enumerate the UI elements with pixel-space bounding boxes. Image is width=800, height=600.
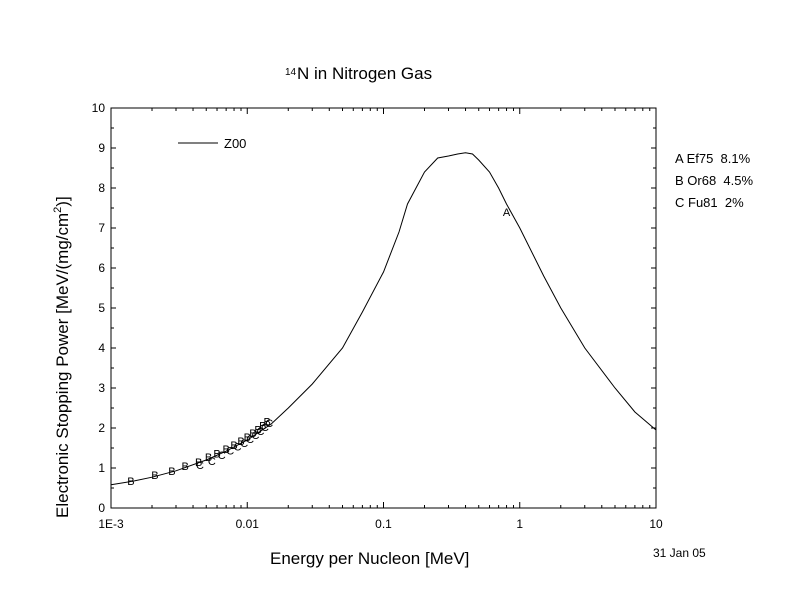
data-point-b: B <box>222 444 229 456</box>
date-stamp: 31 Jan 05 <box>653 546 706 560</box>
data-point-b: B <box>249 428 256 440</box>
y-tick-label: 10 <box>92 101 106 115</box>
data-point-b: B <box>244 432 251 444</box>
data-point-b: B <box>168 466 175 478</box>
data-point-c: C <box>196 460 204 472</box>
data-point-b: B <box>181 461 188 473</box>
x-axis-label: Energy per Nucleon [MeV] <box>270 549 469 568</box>
series-line-z00 <box>110 152 657 486</box>
y-tick-label: 6 <box>98 261 105 275</box>
legend-entry-a: A Ef75 8.1% <box>675 151 751 166</box>
y-tick-label: 7 <box>98 221 105 235</box>
x-tick-label: 10 <box>649 517 663 531</box>
data-point-b: B <box>237 436 244 448</box>
chart-title: N in Nitrogen Gas <box>297 64 432 83</box>
y-tick-label: 9 <box>98 141 105 155</box>
y-tick-label: 5 <box>98 301 105 315</box>
chart-title-superscript: 14 <box>285 67 297 78</box>
data-point-c: C <box>240 438 248 450</box>
x-tick-label: 1E-3 <box>98 517 124 531</box>
legend-entry-c: C Fu81 2% <box>675 195 744 210</box>
y-tick-label: 2 <box>98 421 105 435</box>
data-point-b: B <box>205 452 212 464</box>
y-axis-label: Electronic Stopping Power [MeV/(mg/cm2)] <box>52 196 72 518</box>
legend-entry-b: B Or68 4.5% <box>675 173 753 188</box>
data-point-b: B <box>254 425 261 437</box>
data-point-b: B <box>213 449 220 461</box>
data-point-c: C <box>234 441 242 453</box>
data-point-b: B <box>127 476 134 488</box>
data-point-b: B <box>151 470 158 482</box>
x-tick-label: 0.01 <box>236 517 260 531</box>
x-tick-label: 0.1 <box>375 517 392 531</box>
data-point-c: C <box>256 426 264 438</box>
data-point-c: C <box>246 434 254 446</box>
data-point-c: C <box>218 450 226 462</box>
data-point-b: B <box>263 417 270 429</box>
y-tick-label: 1 <box>98 461 105 475</box>
plot-frame <box>110 107 657 509</box>
data-point-c: C <box>226 445 234 457</box>
y-axis-label-end: )] <box>53 196 72 206</box>
data-point-c: C <box>261 422 269 434</box>
y-tick-label: 4 <box>98 341 105 355</box>
data-point-c: C <box>265 418 273 430</box>
x-tick-label: 1 <box>516 517 523 531</box>
y-tick-label: 0 <box>98 501 105 515</box>
x-axis: 1E-3 0.01 0.1 1 10 <box>98 108 663 531</box>
legend-label-z00: Z00 <box>224 136 246 151</box>
data-point-b: B <box>259 421 266 433</box>
y-tick-label: 8 <box>98 181 105 195</box>
y-tick-label: 3 <box>98 381 105 395</box>
data-point-b: B <box>230 440 237 452</box>
data-point-b: B <box>195 457 202 469</box>
data-point-c: C <box>252 430 260 442</box>
data-point-a: A <box>503 207 511 219</box>
data-point-c: C <box>208 456 216 468</box>
y-axis-label-main: Electronic Stopping Power [MeV/(mg/cm <box>53 213 72 518</box>
y-axis-label-superscript: 2 <box>52 207 64 213</box>
y-axis: 0 1 2 3 4 5 6 7 8 9 10 <box>92 101 656 515</box>
